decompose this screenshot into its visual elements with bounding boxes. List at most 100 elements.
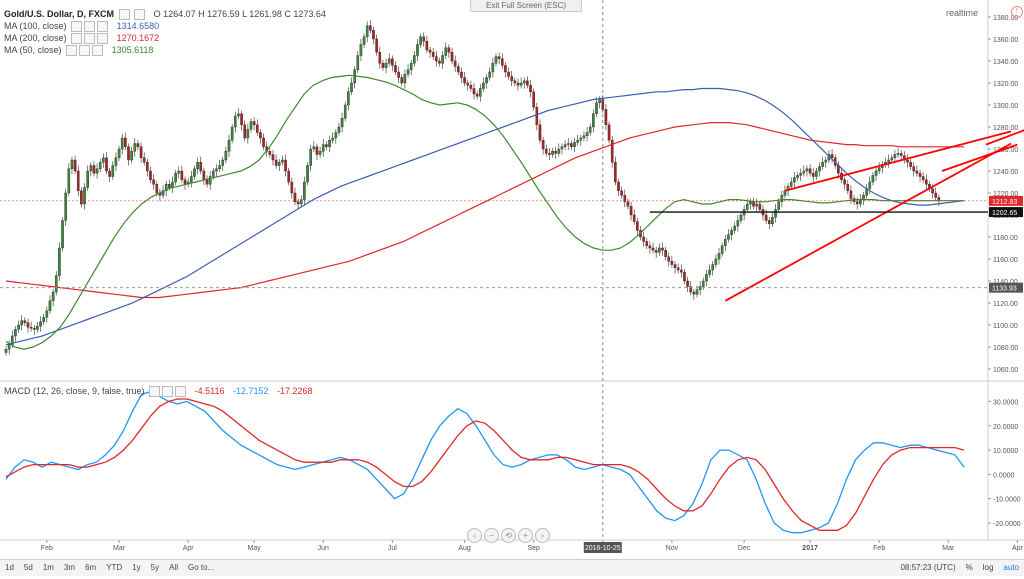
alert-icon[interactable]: ! (1011, 6, 1023, 18)
candle-body (764, 214, 768, 221)
price-tick-label: 1220.00 (993, 191, 1018, 198)
scroll-right-icon[interactable]: › (535, 528, 550, 543)
candle-body (522, 80, 526, 84)
candle-body (23, 320, 27, 324)
candle-body (29, 327, 33, 329)
candle-body (441, 55, 444, 64)
candle-body (309, 148, 312, 166)
candle-body (494, 56, 498, 64)
range-5d[interactable]: 5d (23, 563, 33, 572)
symbol-settings-icon[interactable] (118, 9, 130, 21)
range-1y[interactable]: 1y (132, 563, 141, 572)
legend-macd-settings-icon[interactable] (162, 386, 174, 398)
candle-body (541, 139, 545, 150)
range-all[interactable]: All (169, 563, 178, 572)
legend-ma50-eye-icon[interactable] (66, 45, 78, 57)
scale-log[interactable]: log (982, 563, 994, 572)
scale-auto[interactable]: auto (1003, 563, 1019, 572)
time-tick-label: Apr (1012, 545, 1024, 552)
candle-body (422, 36, 426, 42)
candle-body (108, 170, 111, 177)
macd-tick-label: 30.0000 (993, 399, 1018, 406)
candle-body (799, 172, 802, 176)
price-tick-label: 1380.00 (993, 15, 1018, 22)
candle-body (896, 153, 900, 155)
crosshair-date-box (583, 542, 622, 553)
candle-body (457, 66, 460, 73)
candle-body (664, 249, 667, 257)
candle-body (221, 159, 225, 166)
candle-body (651, 247, 655, 251)
candle-body (579, 137, 583, 141)
candle-body (347, 91, 350, 106)
scale-percent[interactable]: % (965, 563, 973, 572)
zoom-in-icon[interactable]: + (518, 528, 533, 543)
candle-body (815, 170, 818, 177)
price-tick-label: 1180.00 (993, 235, 1018, 242)
candle-body (626, 201, 630, 207)
candle-body (193, 168, 196, 177)
legend-ma100-eye-icon[interactable] (71, 21, 83, 33)
candle-body (252, 121, 256, 125)
range-1d[interactable]: 1d (5, 563, 14, 572)
legend-ma50[interactable]: MA (50, close) 1305.6118 (4, 45, 153, 57)
candle-body (925, 179, 928, 185)
range-5y[interactable]: 5y (150, 563, 160, 572)
candle-body (199, 161, 203, 172)
candle-body (328, 139, 331, 147)
candle-body (17, 324, 20, 330)
candle-body (830, 154, 834, 158)
candle-body (758, 203, 762, 210)
candle-body (636, 221, 639, 231)
range-3m[interactable]: 3m (63, 563, 76, 572)
legend-macd[interactable]: MACD (12, 26, close, 9, false, true) -4.… (4, 386, 313, 398)
legend-macd-close-icon[interactable] (175, 386, 187, 398)
range-ytd[interactable]: YTD (106, 563, 123, 572)
candle-body (133, 143, 137, 152)
scroll-left-icon[interactable]: ‹ (467, 528, 482, 543)
legend-ma200[interactable]: MA (200, close) 1270.1672 (4, 33, 159, 45)
time-tick-label: Jul (388, 545, 397, 552)
candle-body (67, 168, 71, 194)
legend-macd-eye-icon[interactable] (149, 386, 161, 398)
candle-body (334, 132, 338, 139)
candle-body (20, 320, 24, 326)
candle-body (431, 52, 435, 57)
legend-ma200-settings-icon[interactable] (84, 33, 96, 45)
candle-body (887, 159, 890, 163)
legend-ma100[interactable]: MA (100, close) 1314.6580 (4, 21, 159, 33)
candle-body (255, 124, 259, 133)
candle-body (296, 201, 300, 205)
legend-ma100-settings-icon[interactable] (84, 21, 96, 33)
candle-body (83, 187, 86, 205)
legend-ma50-settings-icon[interactable] (79, 45, 91, 57)
price-tick-label: 1260.00 (993, 147, 1018, 154)
price-tick-label: 1060.00 (993, 367, 1018, 374)
candle-body (127, 146, 130, 161)
legend-ma200-close-icon[interactable] (97, 33, 109, 45)
candle-body (325, 144, 328, 148)
exit-fullscreen-button[interactable]: Exit Full Screen (ESC) (470, 0, 582, 12)
range-6m[interactable]: 6m (85, 563, 97, 572)
legend-ma100-close-icon[interactable] (97, 21, 109, 33)
candle-body (365, 25, 369, 37)
legend-macd-value-3: -17.2268 (277, 386, 313, 396)
range-1m[interactable]: 1m (42, 563, 54, 572)
current-price-label: 1212.83 (992, 199, 1017, 206)
nav-controls: ‹ − ⟲ + › (466, 528, 551, 543)
candle-body (877, 167, 881, 172)
candle-body (692, 291, 696, 295)
symbol-hide-icon[interactable] (134, 9, 146, 21)
candle-body (152, 179, 155, 185)
legend-ma50-close-icon[interactable] (92, 45, 104, 57)
candle-body (582, 135, 586, 139)
reset-icon[interactable]: ⟲ (501, 528, 516, 543)
candle-body (717, 253, 721, 260)
candle-body (745, 203, 749, 210)
candle-body (504, 65, 507, 73)
goto-button[interactable]: Go to... (187, 563, 215, 572)
legend-ma200-eye-icon[interactable] (71, 33, 83, 45)
zoom-out-icon[interactable]: − (484, 528, 499, 543)
